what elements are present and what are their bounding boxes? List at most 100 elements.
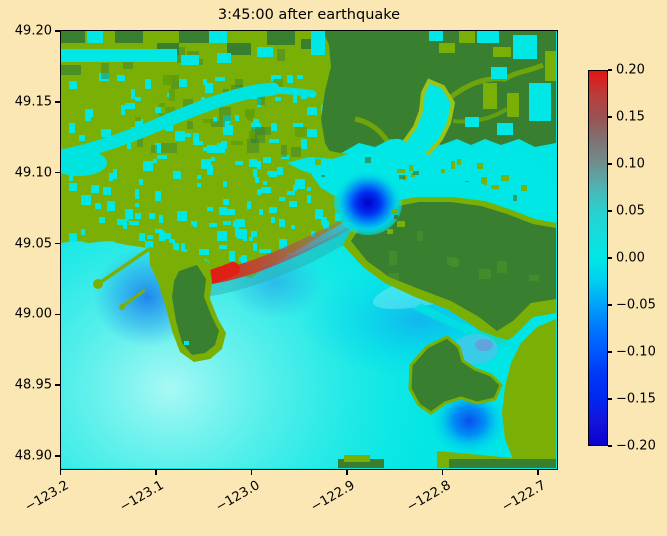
colorbar-tick-mark — [608, 210, 612, 212]
x-tick-mark — [441, 470, 444, 475]
speckle — [69, 171, 73, 181]
speckle — [217, 143, 225, 153]
speckle — [219, 245, 227, 249]
speckle — [175, 131, 185, 141]
speckle — [307, 107, 317, 115]
speckle — [169, 89, 175, 101]
speckle — [231, 141, 243, 145]
speckle — [287, 75, 293, 83]
speckle — [259, 209, 263, 215]
speckle — [451, 161, 455, 169]
tidal-channel — [413, 303, 535, 353]
upland-south-texture — [389, 231, 539, 281]
speckle — [85, 109, 93, 117]
speckle — [211, 157, 215, 161]
speckle — [389, 251, 397, 265]
speckle — [399, 175, 405, 181]
y-tick-label: 49.10 — [14, 165, 52, 181]
speckle — [91, 185, 99, 193]
speckle — [153, 159, 157, 163]
speckle — [101, 63, 109, 79]
speckle — [271, 75, 281, 81]
speckle — [125, 215, 129, 221]
speckle — [135, 97, 141, 101]
speckle — [179, 79, 187, 87]
speckle — [497, 261, 507, 273]
y-tick-label: 49.05 — [14, 236, 52, 251]
speckle — [287, 191, 295, 195]
colorbar-tick-label: −0.10 — [616, 344, 656, 360]
speckle — [269, 139, 279, 143]
speckle — [417, 231, 423, 241]
speckle — [389, 273, 399, 281]
speckle — [135, 189, 139, 199]
speckle — [307, 195, 311, 203]
speckle — [277, 49, 285, 61]
speckle — [263, 157, 271, 163]
speckle — [103, 187, 111, 195]
speckle — [123, 59, 133, 69]
speckle — [207, 165, 213, 175]
speckle — [273, 79, 283, 87]
speckle — [279, 239, 287, 249]
speckle — [215, 77, 225, 81]
speckle — [199, 249, 209, 255]
y-tick-label: 49.15 — [14, 94, 52, 110]
wave-trough-band — [204, 220, 366, 296]
y-tick-mark — [55, 101, 60, 103]
speckle — [251, 231, 257, 237]
speckle — [243, 235, 247, 241]
speckle — [169, 75, 177, 79]
small-harbor-tint — [475, 339, 493, 351]
speckle — [135, 117, 141, 121]
y-tick-mark — [55, 384, 60, 386]
speckle — [477, 163, 483, 169]
speckle — [187, 121, 193, 129]
speckle — [299, 183, 303, 189]
speckle — [79, 135, 85, 141]
speckle — [161, 143, 177, 153]
river-mouth — [61, 150, 107, 176]
speckle — [217, 231, 227, 241]
y-tick-label: 48.90 — [14, 448, 52, 464]
speckle — [235, 219, 245, 227]
colorbar-tick-mark — [608, 116, 612, 118]
speckle — [293, 185, 297, 191]
speckle — [247, 139, 259, 153]
speckle — [253, 169, 257, 177]
speckle — [125, 103, 135, 109]
speckle — [223, 199, 229, 205]
speckle — [529, 275, 539, 281]
speckle — [413, 171, 419, 175]
speckle — [99, 217, 105, 223]
speckle — [291, 225, 295, 229]
x-tick-label: −122.9 — [308, 478, 358, 516]
y-tick-mark — [55, 30, 60, 32]
y-tick-mark — [55, 313, 60, 316]
map-heatmap — [61, 31, 556, 468]
speckle — [289, 201, 297, 207]
speckle — [253, 119, 259, 123]
speckle — [307, 187, 311, 191]
speckle — [521, 185, 527, 191]
speckle — [135, 213, 141, 219]
speckle — [223, 221, 231, 225]
colorbar-tick-mark — [608, 351, 612, 353]
headland-dark — [408, 335, 503, 415]
y-tick-label: 49.20 — [14, 23, 52, 39]
speckle — [441, 169, 445, 173]
speckle — [81, 229, 85, 235]
speckle — [159, 103, 165, 107]
speckle — [249, 237, 253, 241]
speckle — [249, 159, 257, 167]
river — [61, 82, 280, 164]
speckle — [69, 183, 77, 191]
speckle — [279, 197, 285, 201]
speckle — [203, 147, 207, 151]
speckle — [127, 141, 131, 149]
speckle — [261, 187, 271, 193]
speckle — [135, 203, 139, 207]
speckle — [173, 243, 179, 251]
speckle — [151, 145, 157, 153]
map-plot-area — [60, 30, 558, 470]
